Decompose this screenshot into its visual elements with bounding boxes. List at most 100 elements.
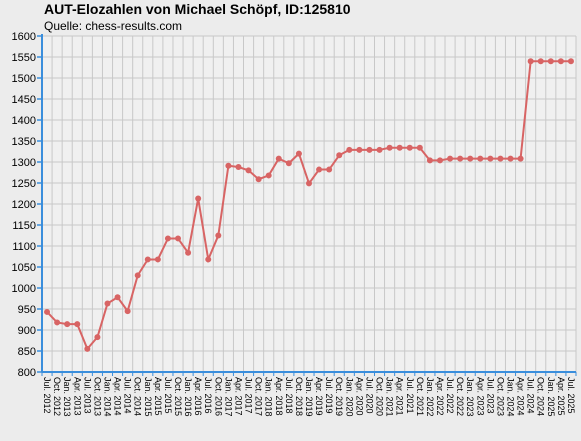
- data-point: [447, 155, 454, 162]
- y-tick-label: 1200: [12, 199, 36, 211]
- x-tick-label: Oct. 2022: [455, 377, 465, 416]
- x-axis-ticks: Jul. 2012 Oct. 2012 Jan. 2013 Apr. 2013 Jul.…: [41, 372, 577, 417]
- data-point: [74, 321, 81, 328]
- x-tick-label: Jan. 2020: [344, 377, 354, 417]
- axes: [41, 34, 576, 373]
- x-tick-label: Jan. 2015: [143, 377, 153, 417]
- data-point: [416, 144, 423, 151]
- x-tick-label: Apr. 2018: [274, 377, 284, 416]
- data-point: [205, 256, 212, 263]
- x-tick-label: Apr. 2015: [153, 377, 163, 416]
- data-point: [84, 345, 91, 352]
- x-tick-label: Jul. 2024: [526, 377, 536, 414]
- x-tick-label: Jul. 2025: [566, 377, 576, 414]
- x-tick-label: Jul. 2022: [445, 377, 455, 414]
- x-tick-label: Apr. 2021: [395, 377, 405, 416]
- x-tick-label: Jan. 2013: [62, 377, 72, 417]
- y-tick-label: 900: [18, 325, 36, 337]
- data-point: [517, 155, 524, 162]
- data-point: [507, 155, 514, 162]
- x-tick-label: Oct. 2013: [92, 377, 102, 416]
- x-tick-label: Jul. 2020: [364, 377, 374, 414]
- data-point: [557, 58, 564, 65]
- data-point: [497, 155, 504, 162]
- data-point: [225, 162, 232, 169]
- data-point: [235, 164, 242, 171]
- y-tick-label: 1450: [12, 94, 36, 106]
- data-point: [54, 319, 61, 326]
- y-axis-ticks: 800 850 900 950 1000 1050 1100 1150 1200 1250 1300…: [12, 31, 42, 379]
- x-tick-label: Jul. 2017: [244, 377, 254, 414]
- data-point: [175, 235, 182, 242]
- data-point: [316, 166, 323, 173]
- x-tick-label: Oct. 2015: [173, 377, 183, 416]
- x-tick-label: Apr. 2025: [556, 377, 566, 416]
- data-point: [356, 146, 363, 153]
- x-tick-label: Jan. 2016: [183, 377, 193, 417]
- x-tick-label: Oct. 2024: [536, 377, 546, 416]
- y-tick-label: 1350: [12, 136, 36, 148]
- x-tick-label: Jan. 2021: [385, 377, 395, 417]
- y-tick-label: 1250: [12, 178, 36, 190]
- x-tick-label: Oct. 2019: [334, 377, 344, 416]
- x-tick-label: Apr. 2024: [516, 377, 526, 416]
- x-tick-label: Oct. 2014: [133, 377, 143, 416]
- x-tick-label: Apr. 2023: [475, 377, 485, 416]
- x-tick-label: Jan. 2024: [506, 377, 516, 417]
- data-point: [255, 176, 262, 183]
- data-point: [64, 321, 71, 328]
- x-tick-label: Jan. 2019: [304, 377, 314, 417]
- x-tick-label: Jul. 2023: [485, 377, 495, 414]
- y-tick-label: 1050: [12, 262, 36, 274]
- x-tick-label: Oct. 2018: [294, 377, 304, 416]
- x-tick-label: Jul. 2016: [203, 377, 213, 414]
- x-tick-label: Apr. 2017: [233, 377, 243, 416]
- y-tick-label: 1550: [12, 52, 36, 64]
- data-point: [336, 152, 343, 159]
- x-tick-label: Apr. 2020: [354, 377, 364, 416]
- data-point: [426, 157, 433, 164]
- data-point: [104, 300, 111, 307]
- data-point: [285, 160, 292, 167]
- data-point: [567, 58, 574, 65]
- x-tick-label: Jan. 2018: [264, 377, 274, 417]
- y-tick-label: 950: [18, 304, 36, 316]
- data-point: [44, 308, 51, 315]
- x-tick-label: Jul. 2012: [42, 377, 52, 414]
- data-point: [275, 155, 282, 162]
- x-tick-label: Oct. 2012: [52, 377, 62, 416]
- x-tick-label: Oct. 2020: [375, 377, 385, 416]
- x-tick-label: Apr. 2014: [113, 377, 123, 416]
- data-point: [154, 256, 161, 263]
- data-point: [346, 146, 353, 153]
- data-point: [306, 180, 312, 187]
- x-tick-label: Jan. 2025: [546, 377, 556, 417]
- data-point: [164, 235, 171, 242]
- data-point: [547, 58, 554, 65]
- data-point: [487, 155, 494, 162]
- y-tick-label: 1600: [12, 31, 36, 43]
- y-tick-label: 1150: [12, 220, 36, 232]
- data-point: [537, 58, 544, 65]
- data-point: [467, 155, 474, 162]
- x-tick-label: Jan. 2014: [102, 377, 112, 417]
- data-point: [185, 249, 192, 256]
- y-tick-label: 1100: [12, 241, 36, 253]
- data-point: [386, 144, 393, 151]
- y-tick-label: 1000: [12, 283, 36, 295]
- x-tick-label: Jul. 2018: [284, 377, 294, 414]
- data-point: [144, 256, 151, 263]
- data-point: [436, 157, 443, 164]
- x-tick-label: Apr. 2022: [435, 377, 445, 416]
- series-group: [44, 58, 574, 352]
- data-point: [195, 195, 202, 202]
- data-point: [114, 294, 121, 301]
- data-point: [406, 144, 413, 151]
- data-point: [376, 146, 383, 153]
- x-tick-label: Jan. 2022: [425, 377, 435, 417]
- data-point: [134, 272, 141, 279]
- data-point: [94, 334, 101, 341]
- x-tick-label: Apr. 2016: [193, 377, 203, 416]
- data-point: [366, 146, 373, 153]
